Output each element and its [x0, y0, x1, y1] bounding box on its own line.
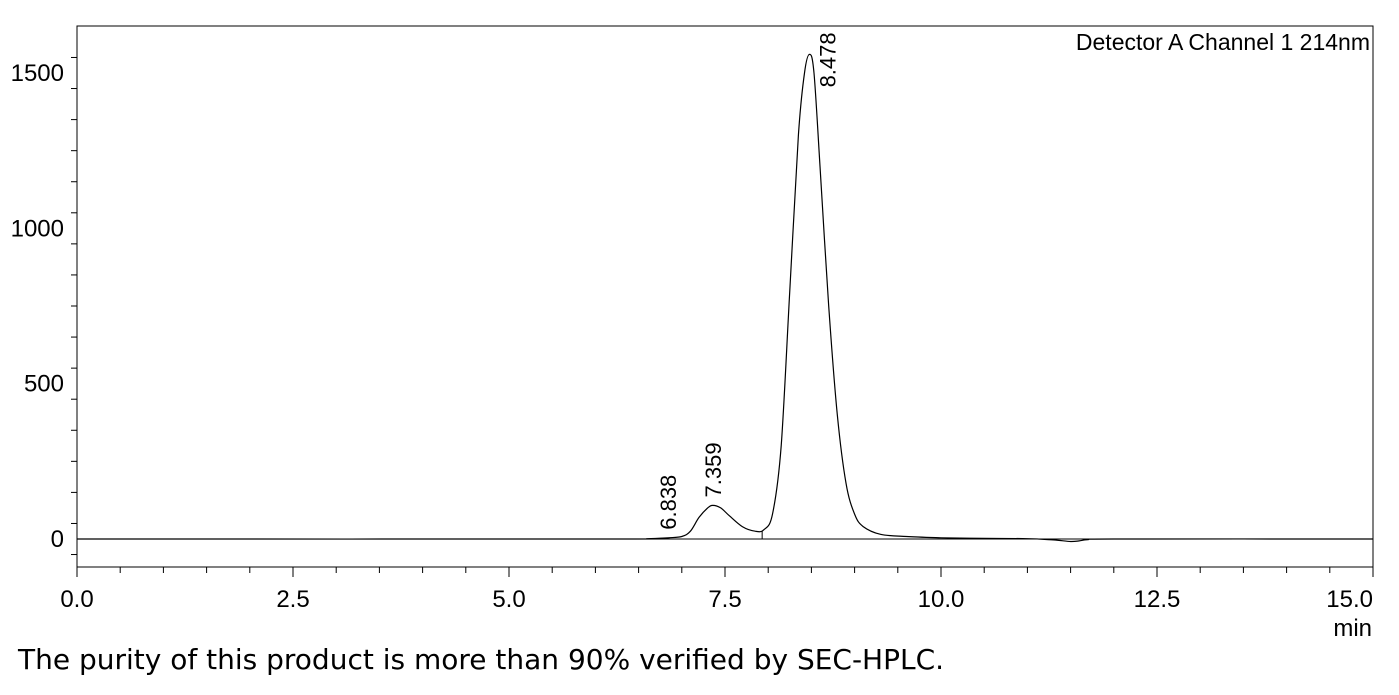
peak-label: 8.478: [815, 32, 840, 87]
purity-caption: The purity of this product is more than …: [18, 643, 945, 676]
peak-label: 6.838: [656, 475, 681, 530]
chromatogram-chart: 0 500 1000 1500 0.0 2.5 5.0 7.5 10.0 12.5 15.0 6.8…: [11, 25, 1374, 640]
trace-layer: [76, 53, 1374, 543]
x-tick-label: 15.0: [1326, 586, 1373, 613]
x-tick-label: 5.0: [492, 586, 525, 613]
x-tick-label: 0.0: [60, 586, 93, 613]
axis-ticks: [71, 56, 1374, 577]
peak-label: 7.359: [701, 442, 726, 497]
x-tick-label: 10.0: [918, 586, 965, 613]
x-axis-unit-label: min: [1333, 615, 1372, 640]
axis-tick-labels: 0 500 1000 1500 0.0 2.5 5.0 7.5 10.0 12.5 15.0: [11, 60, 1373, 613]
y-tick-label: 0: [51, 526, 64, 553]
y-tick-label: 500: [24, 371, 64, 398]
y-tick-label: 1000: [11, 215, 64, 242]
y-tick-label: 1500: [11, 60, 64, 87]
x-tick-label: 7.5: [708, 586, 741, 613]
detector-channel-label: Detector A Channel 1 214nm: [1076, 29, 1370, 55]
x-tick-label: 2.5: [276, 586, 309, 613]
chromatogram-trace: [76, 53, 1374, 543]
peak-label-layer: 6.838 7.359 8.478: [656, 32, 841, 529]
x-tick-label: 12.5: [1134, 586, 1181, 613]
